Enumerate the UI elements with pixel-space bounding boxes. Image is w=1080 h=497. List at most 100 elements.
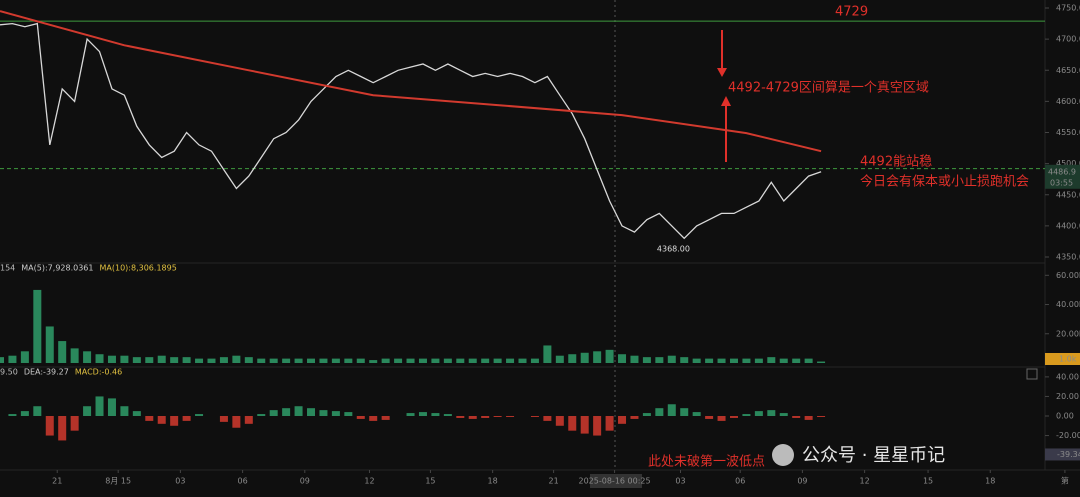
bar: [418, 412, 427, 416]
y-tick-label: 60.00K: [1056, 271, 1080, 280]
bar: [742, 358, 751, 363]
bar: [207, 358, 216, 363]
bar: [244, 416, 253, 424]
arrow-head: [721, 96, 731, 106]
bar: [369, 360, 378, 363]
bar: [580, 352, 589, 363]
y-tick-label: 0.00: [1056, 412, 1074, 421]
bar: [779, 358, 788, 363]
bar: [717, 358, 726, 363]
bar: [257, 414, 266, 416]
bar: [70, 416, 79, 431]
bar: [107, 355, 116, 363]
x-tick-label: 21: [52, 477, 62, 486]
y-tick-label: 40.00: [1056, 372, 1079, 381]
x-tick-label: 09: [300, 477, 310, 486]
bar: [381, 358, 390, 363]
x-tick-label: 2025-08-16 00:25: [579, 477, 651, 486]
arrow-head: [717, 68, 727, 77]
bar: [792, 416, 801, 418]
macd-tag-label: -39.34: [1057, 450, 1080, 459]
x-tick-label: 03: [175, 477, 185, 486]
bar: [170, 416, 179, 426]
bar: [45, 416, 54, 436]
bar: [120, 406, 129, 416]
bar: [394, 358, 403, 363]
low-label: 4368.00: [657, 244, 690, 253]
y-tick-label: 40.00K: [1056, 300, 1080, 309]
bar: [307, 358, 316, 363]
bar: [307, 408, 316, 416]
y-tick-label: 4700.00: [1056, 35, 1080, 44]
bar: [232, 355, 241, 363]
bar: [431, 413, 440, 416]
bar: [742, 414, 751, 416]
bar: [481, 416, 490, 418]
bar: [331, 411, 340, 416]
bar: [506, 358, 515, 363]
y-tick-label: 4350.00: [1056, 253, 1080, 262]
bar: [767, 357, 776, 363]
bar: [692, 358, 701, 363]
volume-tag-label: 1.0k: [1059, 355, 1077, 364]
bar: [618, 354, 627, 363]
bar: [754, 358, 763, 363]
x-tick-label: 15: [923, 477, 933, 486]
bar: [83, 351, 92, 363]
bar: [456, 358, 465, 363]
x-tick-label: 8月 15: [105, 477, 131, 486]
bar: [692, 412, 701, 416]
bar: [182, 416, 191, 421]
bar: [642, 413, 651, 416]
bar: [0, 357, 4, 363]
bar: [70, 348, 79, 363]
bar: [593, 351, 602, 363]
bar: [33, 406, 42, 416]
x-tick-label: 21: [549, 477, 559, 486]
bar: [418, 358, 427, 363]
y-tick-label: 4400.00: [1056, 221, 1080, 230]
bar: [20, 411, 29, 416]
bar: [157, 355, 166, 363]
y-tick-label: 4750.00: [1056, 4, 1080, 13]
bar: [518, 358, 527, 363]
price-line: [0, 10, 822, 153]
expand-icon[interactable]: [1026, 368, 1038, 380]
bar: [717, 416, 726, 421]
bar: [729, 358, 738, 363]
bar: [481, 358, 490, 363]
bar: [804, 416, 813, 420]
indicator-header: 154: [0, 264, 15, 273]
bar: [294, 406, 303, 416]
y-tick-label: 4600.00: [1056, 97, 1080, 106]
bar: [331, 358, 340, 363]
bar: [8, 355, 17, 363]
indicator-header: MACD:-0.46: [75, 368, 122, 377]
bar: [244, 357, 253, 363]
indicator-header: MA(5):7,928.0361: [21, 264, 93, 273]
bar: [344, 412, 353, 416]
bar: [195, 358, 204, 363]
x-tick-label: 12: [364, 477, 374, 486]
bar: [593, 416, 602, 436]
x-tick-label: 15: [425, 477, 435, 486]
bar: [107, 398, 116, 416]
bar: [282, 408, 291, 416]
bar: [8, 414, 17, 416]
bar: [33, 289, 42, 363]
x-tick-label: 06: [735, 477, 745, 486]
bar: [655, 357, 664, 363]
macd-tag: [1045, 448, 1080, 461]
bar: [269, 410, 278, 416]
y-tick-label: 4550.00: [1056, 128, 1080, 137]
indicator-header: DEA:-39.27: [24, 368, 69, 377]
annotation: 4492-4729区间算是一个真空区域: [728, 81, 929, 96]
reference-label: 4729: [835, 5, 868, 20]
bar: [642, 357, 651, 363]
y-tick-label: 4450.00: [1056, 190, 1080, 199]
bar: [493, 358, 502, 363]
bar: [630, 416, 639, 419]
